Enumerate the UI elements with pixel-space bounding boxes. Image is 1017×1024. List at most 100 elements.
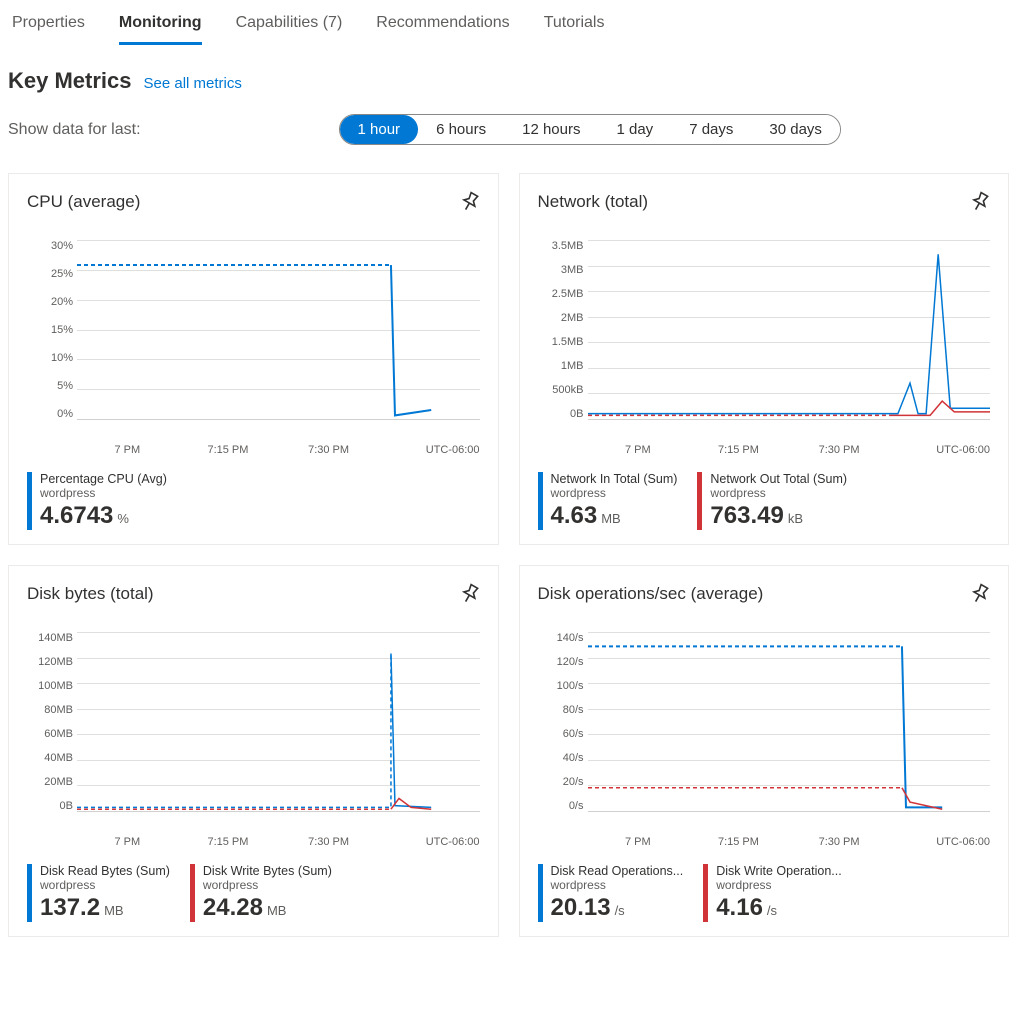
x-timezone: UTC-06:00 [889, 836, 990, 848]
metric-resource: wordpress [551, 878, 684, 892]
y-tick: 20/s [538, 776, 584, 788]
metric-value: 4.63MB [551, 502, 678, 530]
time-range-label: Show data for last: [8, 121, 141, 139]
x-tick: 7 PM [77, 444, 178, 456]
metric-name: Network In Total (Sum) [551, 472, 678, 486]
x-timezone: UTC-06:00 [889, 444, 990, 456]
card-title: Network (total) [538, 192, 649, 212]
y-tick: 140MB [27, 632, 73, 644]
chart: 3.5MB3MB2.5MB2MB1.5MB1MB500kB0B [538, 240, 991, 440]
metric-color-bar [190, 864, 195, 922]
y-tick: 30% [27, 240, 73, 252]
y-tick: 100MB [27, 680, 73, 692]
y-tick: 120/s [538, 656, 584, 668]
time-pill-1-hour[interactable]: 1 hour [340, 115, 419, 144]
x-tick: 7:15 PM [178, 836, 279, 848]
y-tick: 15% [27, 324, 73, 336]
metric-resource: wordpress [40, 486, 167, 500]
metric-value: 763.49kB [710, 502, 847, 530]
see-all-metrics-link[interactable]: See all metrics [144, 75, 242, 92]
metric-value: 4.16/s [716, 894, 842, 922]
metric: Percentage CPU (Avg)wordpress4.6743% [27, 472, 167, 530]
y-tick: 3.5MB [538, 240, 584, 252]
metric-color-bar [27, 864, 32, 922]
x-tick: 7:15 PM [688, 836, 789, 848]
x-tick: 7:30 PM [278, 444, 379, 456]
metric-card: Network (total) 3.5MB3MB2.5MB2MB1.5MB1MB… [519, 173, 1010, 545]
metric-value: 137.2MB [40, 894, 170, 922]
metric-color-bar [538, 472, 543, 530]
metric-resource: wordpress [710, 486, 847, 500]
card-title: CPU (average) [27, 192, 140, 212]
legend: Percentage CPU (Avg)wordpress4.6743% [27, 472, 480, 530]
legend: Network In Total (Sum)wordpress4.63MBNet… [538, 472, 991, 530]
metric: Network In Total (Sum)wordpress4.63MB [538, 472, 678, 530]
time-pill-30-days[interactable]: 30 days [751, 115, 840, 144]
metric-value: 20.13/s [551, 894, 684, 922]
y-tick: 2.5MB [538, 288, 584, 300]
y-tick: 140/s [538, 632, 584, 644]
legend: Disk Read Bytes (Sum)wordpress137.2MB Dis… [27, 864, 480, 922]
tabs: Properties Monitoring Capabilities (7) Reco… [8, 8, 1009, 46]
x-tick: 7 PM [77, 836, 178, 848]
y-tick: 1.5MB [538, 336, 584, 348]
legend: Disk Read Operations...wordpress20.13/sD… [538, 864, 991, 922]
metric-color-bar [697, 472, 702, 530]
tab-tutorials[interactable]: Tutorials [544, 8, 605, 45]
metric-name: Percentage CPU (Avg) [40, 472, 167, 486]
pin-icon[interactable] [966, 188, 993, 215]
y-tick: 80MB [27, 704, 73, 716]
metric-name: Disk Write Operation... [716, 864, 842, 878]
section-head: Key Metrics See all metrics [8, 68, 1009, 94]
metric: Network Out Total (Sum)wordpress 763.49kB [697, 472, 847, 530]
y-tick: 20MB [27, 776, 73, 788]
y-tick: 0% [27, 408, 73, 420]
time-pill-6-hours[interactable]: 6 hours [418, 115, 504, 144]
time-pill-7-days[interactable]: 7 days [671, 115, 751, 144]
y-tick: 80/s [538, 704, 584, 716]
tab-properties[interactable]: Properties [12, 8, 85, 45]
section-title: Key Metrics [8, 68, 132, 94]
metric-value: 24.28MB [203, 894, 332, 922]
y-tick: 60MB [27, 728, 73, 740]
chart: 140/s120/s100/s80/s60/s40/s20/s0/s [538, 632, 991, 832]
card-title: Disk bytes (total) [27, 584, 154, 604]
y-tick: 40MB [27, 752, 73, 764]
y-tick: 20% [27, 296, 73, 308]
metric-name: Disk Write Bytes (Sum) [203, 864, 332, 878]
y-tick: 500kB [538, 384, 584, 396]
y-tick: 3MB [538, 264, 584, 276]
metric-resource: wordpress [716, 878, 842, 892]
tab-capabilities-7-[interactable]: Capabilities (7) [236, 8, 343, 45]
y-tick: 0/s [538, 800, 584, 812]
metric-name: Disk Read Operations... [551, 864, 684, 878]
time-range-row: Show data for last: 1 hour6 hours12 hour… [8, 114, 1009, 145]
x-tick: 7:15 PM [178, 444, 279, 456]
time-pill-12-hours[interactable]: 12 hours [504, 115, 598, 144]
x-tick: 7:30 PM [789, 836, 890, 848]
pin-icon[interactable] [456, 580, 483, 607]
metric-resource: wordpress [203, 878, 332, 892]
pin-icon[interactable] [456, 188, 483, 215]
metric: Disk Write Bytes (Sum)wordpress 24.28MB [190, 864, 332, 922]
x-tick: 7:30 PM [789, 444, 890, 456]
metric-name: Network Out Total (Sum) [710, 472, 847, 486]
time-pill-1-day[interactable]: 1 day [598, 115, 671, 144]
chart: 140MB 120MB 100MB 80MB 60MB 40MB 20MB 0B [27, 632, 480, 832]
tab-monitoring[interactable]: Monitoring [119, 8, 202, 45]
y-tick: 120MB [27, 656, 73, 668]
time-range-selector: 1 hour6 hours12 hours1 day7 days30 days [339, 114, 841, 145]
card-title: Disk operations/sec (average) [538, 584, 764, 604]
x-tick: 7:30 PM [278, 836, 379, 848]
metric: Disk Write Operation...wordpress 4.16/s [703, 864, 842, 922]
y-tick: 25% [27, 268, 73, 280]
y-tick: 0B [538, 408, 584, 420]
metric-color-bar [703, 864, 708, 922]
metric: Disk Read Operations...wordpress 20.13/s [538, 864, 684, 922]
y-tick: 0B [27, 800, 73, 812]
pin-icon[interactable] [966, 580, 993, 607]
metric-color-bar [27, 472, 32, 530]
x-tick: 7 PM [588, 444, 689, 456]
tab-recommendations[interactable]: Recommendations [376, 8, 509, 45]
metric: Disk Read Bytes (Sum)wordpress137.2MB [27, 864, 170, 922]
